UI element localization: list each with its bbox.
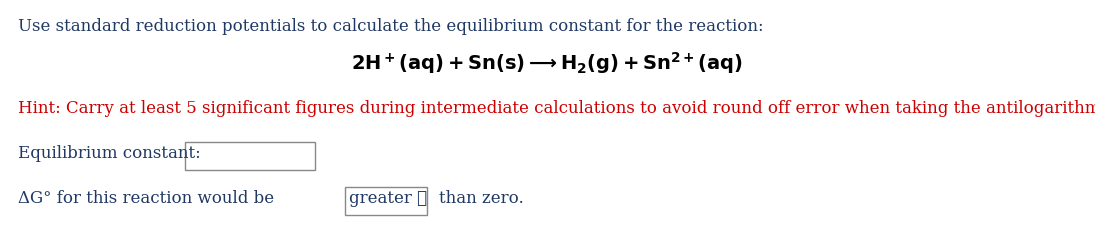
- Text: ΔG° for this reaction would be: ΔG° for this reaction would be: [18, 190, 274, 207]
- FancyBboxPatch shape: [345, 187, 427, 215]
- FancyBboxPatch shape: [185, 142, 315, 170]
- Text: $\mathbf{2H^+(aq) + Sn(s){\longrightarrow}H_2(g) + Sn^{2+}(aq)}$: $\mathbf{2H^+(aq) + Sn(s){\longrightarro…: [351, 50, 742, 76]
- Text: than zero.: than zero.: [439, 190, 523, 207]
- Text: Equilibrium constant:: Equilibrium constant:: [18, 145, 200, 162]
- Text: greater ✓: greater ✓: [349, 190, 427, 207]
- Text: Hint: Carry at least 5 significant figures during intermediate calculations to a: Hint: Carry at least 5 significant figur…: [18, 100, 1095, 117]
- Text: Use standard reduction potentials to calculate the equilibrium constant for the : Use standard reduction potentials to cal…: [18, 18, 763, 35]
